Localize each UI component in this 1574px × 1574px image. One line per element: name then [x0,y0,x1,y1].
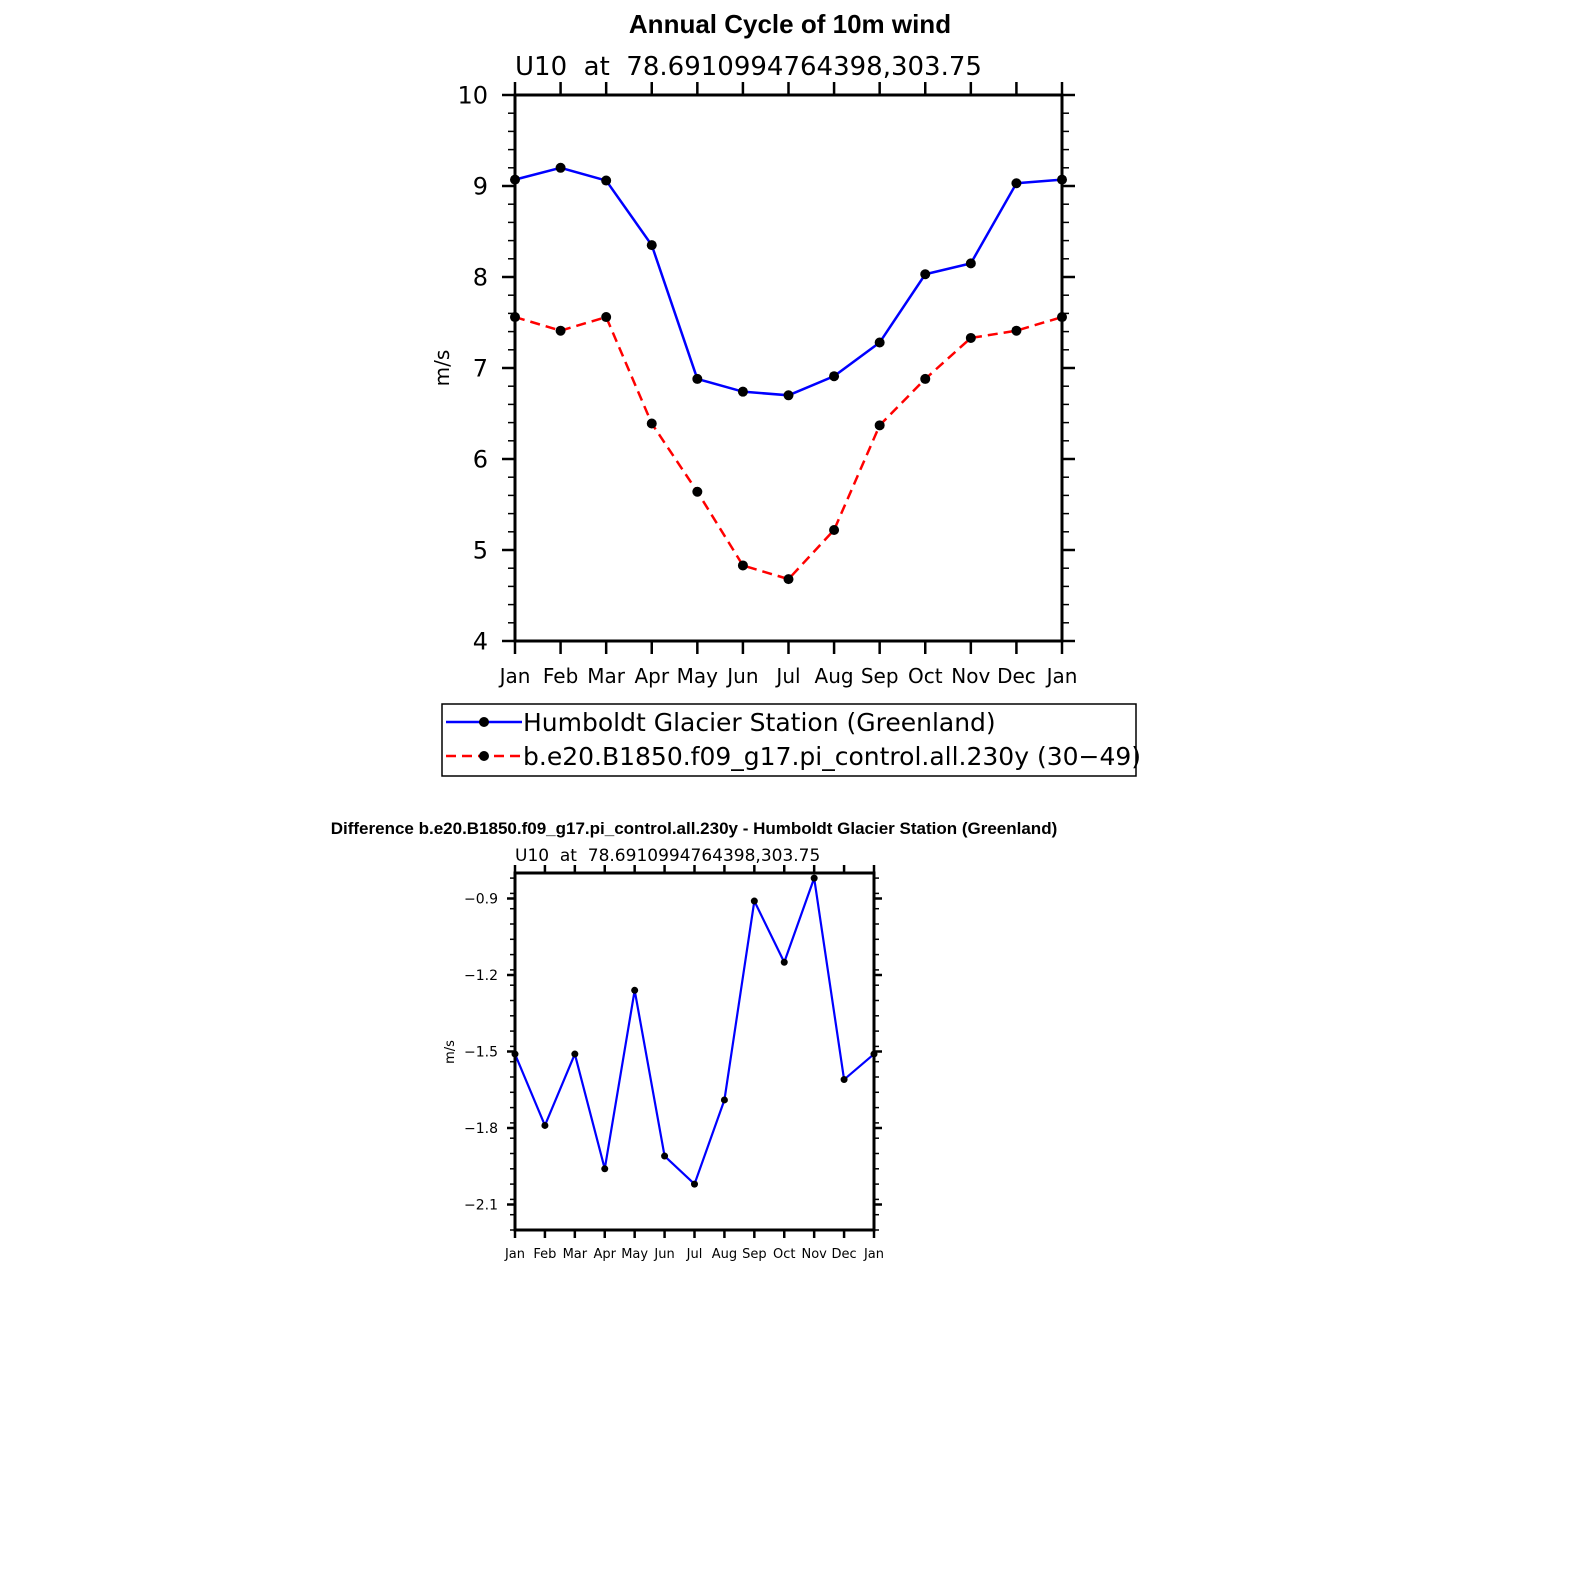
data-point [555,325,566,336]
data-point [920,269,931,280]
x-tick-label: Jul [774,664,800,688]
x-tick-label: May [677,664,719,688]
y-tick-label: −1.5 [464,1045,498,1061]
series-group [510,162,1067,585]
data-point [720,1096,728,1104]
data-point [661,1152,669,1160]
x-tick-label: Mar [587,664,626,688]
series-line-0 [514,166,1063,397]
difference-plot-frame [513,871,876,1232]
y-tick-label: 7 [473,355,488,383]
data-point [646,418,657,429]
data-point [737,560,748,571]
data-point [920,373,931,384]
tick-group: Jan Feb Mar Apr May Jun Jul Aug Sep Oct Nov Dec Jan 4… [457,82,1077,688]
x-tick-label: Apr [594,1247,617,1262]
data-point [783,390,794,401]
annual-cycle-chart: Annual Cycle of 10m wind U10 at 78.69109… [430,9,1077,688]
difference-subtitle: U10 at 78.6910994764398,303.75 [515,846,820,866]
data-point [1011,178,1022,189]
legend-marker-station [479,717,489,727]
data-point [601,312,612,323]
data-point [874,420,885,431]
x-tick-label: Jan [504,1247,525,1262]
difference-chart: Difference b.e20.B1850.f09_g17.pi_contro… [331,819,1058,1262]
x-tick-label: Apr [634,664,669,688]
x-tick-label: Feb [533,1247,556,1262]
x-tick-label: Mar [563,1247,588,1262]
y-axis-label: m/s [430,350,454,387]
x-tick-label: Sep [861,664,899,688]
x-tick-label: Jan [1045,664,1078,688]
y-tick-label: −0.9 [464,892,498,908]
x-tick-label: Oct [773,1247,795,1262]
data-point [646,240,657,251]
data-point [692,373,703,384]
x-tick-label: Jan [498,664,531,688]
data-point [601,1165,609,1173]
data-point [541,1121,549,1129]
data-point [874,337,885,348]
legend-marker-model [479,751,489,761]
legend-label-station: Humboldt Glacier Station (Greenland) [523,708,996,737]
data-point [555,162,566,173]
y-tick-label: 6 [473,446,488,474]
data-point [829,371,840,382]
x-tick-label: Aug [815,664,854,688]
x-tick-label: Jun [653,1247,674,1262]
data-point [691,1180,698,1188]
data-point [692,486,703,497]
y-tick-label: −1.8 [464,1121,498,1137]
data-point [783,574,794,585]
y-tick-label: −2.1 [464,1198,498,1214]
data-point [965,258,976,269]
data-point [601,175,612,186]
x-tick-label: Nov [951,664,990,688]
series-line-0 [513,877,875,1187]
data-point [737,386,748,397]
plot-frame [513,93,1064,643]
x-tick-label: May [621,1247,648,1262]
x-tick-label: Aug [712,1247,737,1262]
legend-box [441,703,1137,777]
x-tick-label: Dec [997,664,1036,688]
legend: Humboldt Glacier Station (Greenland) b.e… [441,703,1141,777]
y-tick-label: −1.2 [464,968,498,984]
x-tick-label: Sep [742,1247,767,1262]
y-tick-label: 9 [473,173,488,201]
x-tick-label: Oct [908,664,943,688]
x-tick-label: Jul [686,1247,703,1262]
data-point [810,874,818,882]
data-point [631,986,639,994]
difference-y-axis-label: m/s [443,1040,458,1064]
y-tick-label: 4 [473,628,488,656]
x-tick-label: Nov [801,1247,827,1262]
difference-title: Difference b.e20.B1850.f09_g17.pi_contro… [331,819,1058,838]
chart-title: Annual Cycle of 10m wind [629,9,951,39]
x-tick-label: Jan [863,1247,884,1262]
chart-subtitle: U10 at 78.6910994764398,303.75 [515,52,982,82]
x-tick-label: Jun [725,664,758,688]
data-point [965,332,976,343]
series-group [511,874,878,1188]
y-tick-label: 5 [473,537,488,565]
data-point [840,1076,848,1084]
data-point [829,524,840,535]
x-tick-label: Dec [832,1247,857,1262]
data-point [1011,325,1022,336]
legend-label-model: b.e20.B1850.f09_g17.pi_control.all.230y … [523,742,1141,771]
y-tick-label: 10 [457,82,488,110]
tick-group: Jan Feb Mar Apr May Jun Jul Aug Sep Oct Nov Dec Jan −… [464,865,884,1262]
data-point [750,897,758,905]
data-point [571,1050,579,1058]
data-point [780,958,788,966]
y-tick-label: 8 [473,264,488,292]
x-tick-label: Feb [543,664,578,688]
series-line-1 [514,315,1063,581]
